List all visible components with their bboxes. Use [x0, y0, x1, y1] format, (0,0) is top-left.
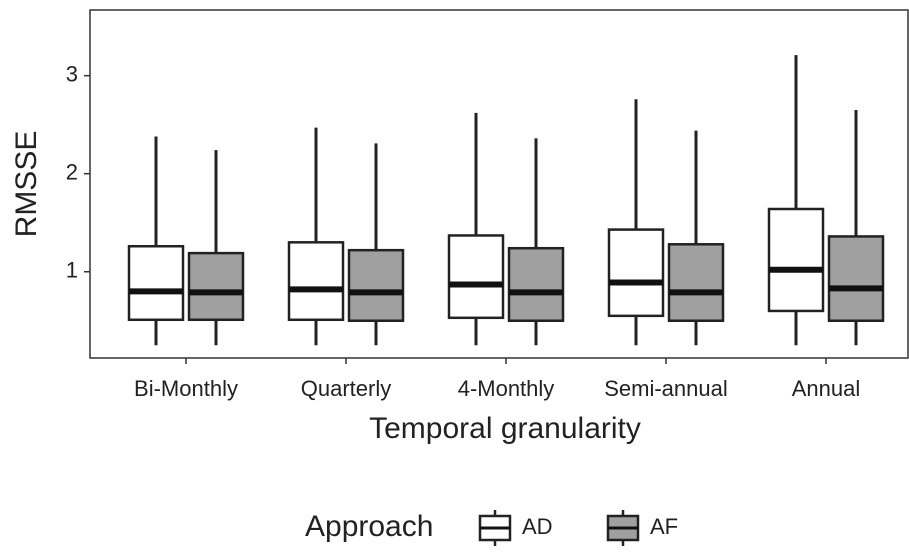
box — [827, 235, 885, 322]
x-tick-label: Annual — [792, 376, 861, 401]
plot-border — [89, 9, 909, 359]
box — [667, 243, 725, 322]
y-axis-label: RMSSE — [10, 131, 43, 238]
box — [767, 207, 825, 313]
box — [287, 241, 345, 322]
legend-title: Approach — [305, 510, 433, 543]
x-tick-label: 4-Monthly — [458, 376, 555, 401]
box — [187, 251, 245, 322]
y-tick-label: 2 — [66, 160, 78, 185]
legend-label: AF — [650, 514, 678, 539]
x-tick-label: Semi-annual — [604, 376, 728, 401]
x-tick-label: Bi-Monthly — [134, 376, 238, 401]
x-axis-label: Temporal granularity — [369, 412, 641, 445]
box — [507, 246, 565, 322]
box — [347, 248, 405, 322]
box — [447, 234, 505, 320]
x-tick-label: Quarterly — [301, 376, 391, 401]
box — [607, 228, 665, 318]
y-tick-label: 3 — [66, 61, 78, 86]
y-tick-label: 1 — [66, 258, 78, 283]
legend-label: AD — [522, 514, 553, 539]
box — [127, 244, 185, 322]
